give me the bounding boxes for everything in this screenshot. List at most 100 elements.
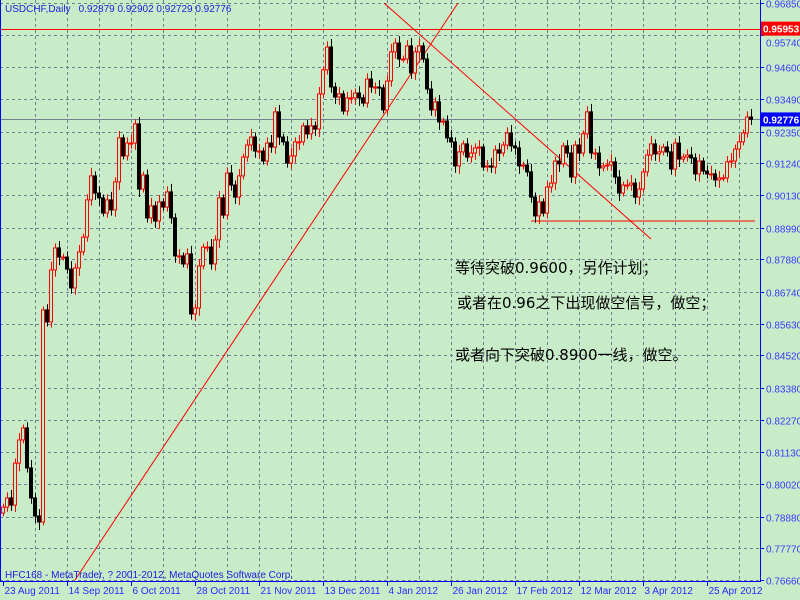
- candle-body: [157, 201, 161, 222]
- candle-body: [9, 497, 13, 506]
- candle-body: [361, 97, 365, 104]
- candle-bull: [537, 195, 541, 224]
- price-tag-bg: [761, 21, 800, 36]
- candle-body: [29, 467, 33, 499]
- candle-body: [569, 152, 573, 178]
- candle-bull: [549, 175, 553, 193]
- candle-body: [737, 141, 741, 150]
- candle-bull: [257, 144, 261, 160]
- candle-body: [541, 201, 545, 214]
- candle-bear: [145, 169, 149, 223]
- chart-header-ohlc: 0.92879 0.92902 0.92729 0.92776: [79, 4, 232, 15]
- y-tick-label: 0.80020: [766, 481, 800, 492]
- candle-bull: [585, 106, 589, 139]
- candle-bull: [629, 175, 633, 191]
- candle-body: [425, 58, 429, 90]
- candle-bull: [393, 38, 397, 59]
- candle-body: [529, 171, 533, 198]
- candle-body: [133, 123, 137, 144]
- candle-bull: [721, 174, 725, 182]
- x-tick-label: 25 Apr 2012: [709, 586, 763, 597]
- candle-bull: [301, 122, 305, 146]
- candle-body: [257, 150, 261, 153]
- candle-body: [429, 88, 433, 111]
- candle-body: [33, 497, 37, 517]
- drawn-lines: [0, 2, 760, 581]
- candle-body: [305, 125, 309, 135]
- candle-bull: [17, 433, 21, 472]
- candle-bull: [729, 153, 733, 168]
- candle-body: [337, 93, 341, 98]
- chart-header: USDCHF,Daily 0.92879 0.92902 0.92729 0.92…: [5, 4, 232, 15]
- candle-body: [657, 151, 661, 155]
- candle-bear: [633, 178, 637, 204]
- candle-bull: [205, 241, 209, 252]
- candle-body: [525, 164, 529, 173]
- candle-body: [721, 177, 725, 180]
- candle-bull: [53, 243, 57, 277]
- y-tick-label: 0.82270: [766, 417, 800, 428]
- candle-bull: [365, 73, 369, 108]
- candle-bull: [417, 39, 421, 60]
- candle-body: [665, 146, 669, 153]
- candle-body: [561, 145, 565, 165]
- candle-bull: [725, 156, 729, 183]
- candle-body: [625, 184, 629, 187]
- candle-body: [69, 268, 73, 289]
- candle-body: [129, 142, 133, 145]
- candle-body: [725, 161, 729, 179]
- trend-line: [74, 2, 459, 581]
- candle-body: [681, 156, 685, 160]
- price-axis: 0.96850 0.95740 0.94600 0.93490 0.92350 0.912…: [760, 0, 800, 588]
- candle-body: [57, 247, 61, 258]
- candle-body: [593, 152, 597, 155]
- candle-bull: [477, 140, 481, 156]
- grid: [0, 0, 760, 581]
- candle-bull: [345, 92, 349, 116]
- candle-bear: [285, 136, 289, 168]
- y-tick-label: 0.77770: [766, 545, 800, 556]
- chart-header-symbol: USDCHF,Daily: [5, 4, 71, 15]
- candle-bull: [177, 249, 181, 264]
- candle-bear: [181, 252, 185, 268]
- candle-bear: [689, 147, 693, 164]
- candle-bull: [545, 181, 549, 218]
- candle-body: [465, 143, 469, 158]
- candle-body: [49, 269, 53, 323]
- candle-bear: [497, 143, 501, 162]
- candle-body: [421, 45, 425, 60]
- candle-bear: [513, 141, 517, 155]
- candle-bull: [593, 148, 597, 160]
- candle-bull: [337, 87, 341, 106]
- candle-body: [101, 197, 105, 214]
- candle-body: [189, 253, 193, 315]
- candle-bull: [273, 107, 277, 154]
- candle-bull: [389, 43, 393, 87]
- y-tick-label: 0.95740: [766, 39, 800, 50]
- candle-body: [653, 143, 657, 155]
- candle-body: [325, 46, 329, 71]
- candle-bear: [101, 194, 105, 217]
- candle-body: [701, 160, 705, 172]
- candle-body: [453, 141, 457, 167]
- candle-body: [613, 161, 617, 178]
- candle-body: [709, 173, 713, 176]
- candle-body: [177, 255, 181, 258]
- candle-body: [297, 141, 301, 144]
- candle-bull: [717, 171, 721, 188]
- candle-body: [93, 175, 97, 194]
- candle-body: [649, 143, 653, 156]
- candle-body: [349, 97, 353, 100]
- candle-bull: [353, 88, 357, 105]
- candle-bear: [305, 120, 309, 139]
- candle-bull: [493, 145, 497, 174]
- y-tick-label: 0.92350: [766, 129, 800, 140]
- candle-bear: [153, 201, 157, 228]
- candle-body: [545, 186, 549, 214]
- candle-body: [385, 80, 389, 111]
- candle-bull: [49, 261, 53, 328]
- candle-bear: [749, 109, 753, 126]
- annotation-line-3: 或者向下突破0.8900一线，做空。: [455, 346, 688, 364]
- candle-bear: [93, 171, 97, 200]
